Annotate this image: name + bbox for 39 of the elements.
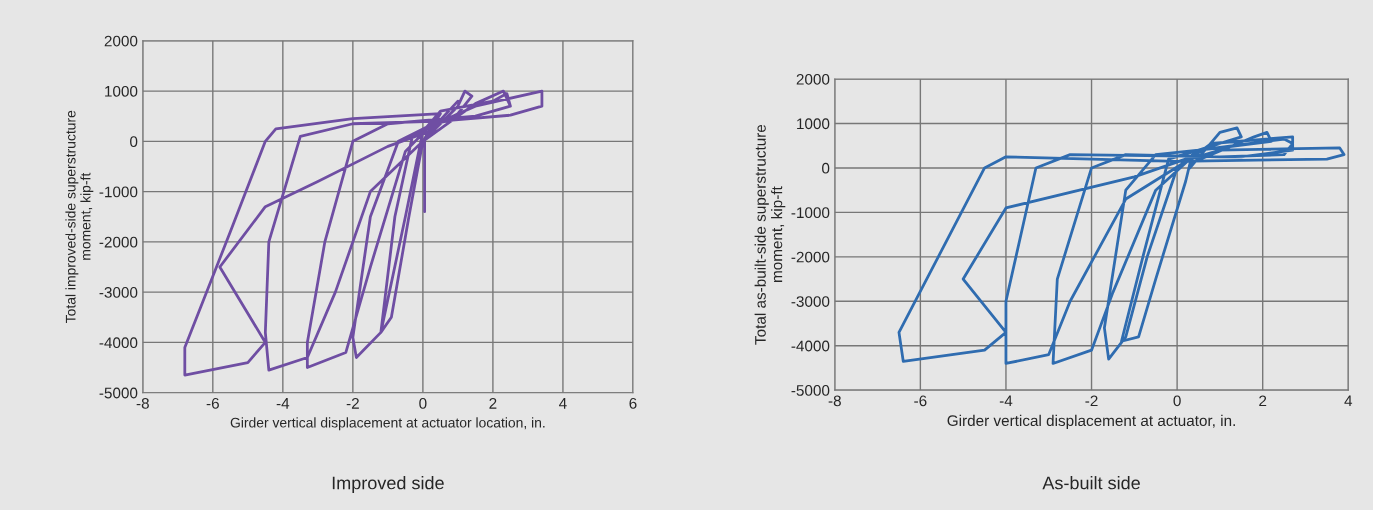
y-tick-label: -3000 (791, 296, 830, 307)
x-axis-title: Girder vertical displacement at actuator location, in. (230, 417, 545, 431)
x-tick-label: 2 (489, 397, 497, 409)
line-series (183, 89, 544, 377)
text: Improved side (332, 476, 444, 493)
y-tick-label: -2000 (99, 236, 138, 248)
text: As-built side (1042, 476, 1140, 490)
x-tick-label: 0 (419, 397, 427, 409)
x-tick-label: 4 (559, 398, 567, 409)
y-tick-label: -5000 (791, 385, 830, 396)
line-series (897, 126, 1346, 365)
y-tick-label: 1000 (797, 118, 830, 130)
y-tick-label: 1000 (105, 85, 138, 97)
x-tick-label: 2 (1259, 395, 1267, 407)
x-tick-label: 6 (629, 397, 637, 409)
y-axis-title: Total improved-side superstructure moment, kip-ft (65, 110, 94, 323)
x-axis-title: Girder vertical displacement at actuator, in. (947, 414, 1235, 430)
y-tick-label: -3000 (99, 287, 138, 298)
x-tick-label: -8 (828, 395, 841, 407)
x-tick-label: -4 (276, 398, 290, 409)
y-tick-label: -1000 (99, 186, 138, 198)
x-tick-label: -6 (206, 397, 219, 409)
x-tick-label: -2 (1085, 395, 1098, 407)
x-tick-label: -2 (346, 397, 359, 409)
x-tick-label: -4 (999, 395, 1013, 407)
y-tick-label: -2000 (791, 251, 830, 263)
x-tick-label: -6 (914, 395, 927, 407)
y-axis-title: Total as-built-side superstructure moment, kip-ft (754, 124, 786, 345)
y-tick-label: -4000 (791, 340, 830, 352)
y-tick-label: 0 (822, 162, 830, 174)
x-tick-label: 4 (1344, 395, 1353, 407)
y-tick-label: 2000 (104, 35, 138, 47)
x-tick-label: -8 (136, 397, 149, 409)
y-tick-label: -5000 (99, 387, 138, 399)
y-tick-label: -4000 (99, 337, 138, 349)
y-tick-label: -1000 (791, 207, 830, 219)
x-tick-label: 0 (1173, 395, 1181, 407)
y-tick-label: 2000 (796, 73, 830, 85)
y-tick-label: 0 (130, 136, 138, 148)
